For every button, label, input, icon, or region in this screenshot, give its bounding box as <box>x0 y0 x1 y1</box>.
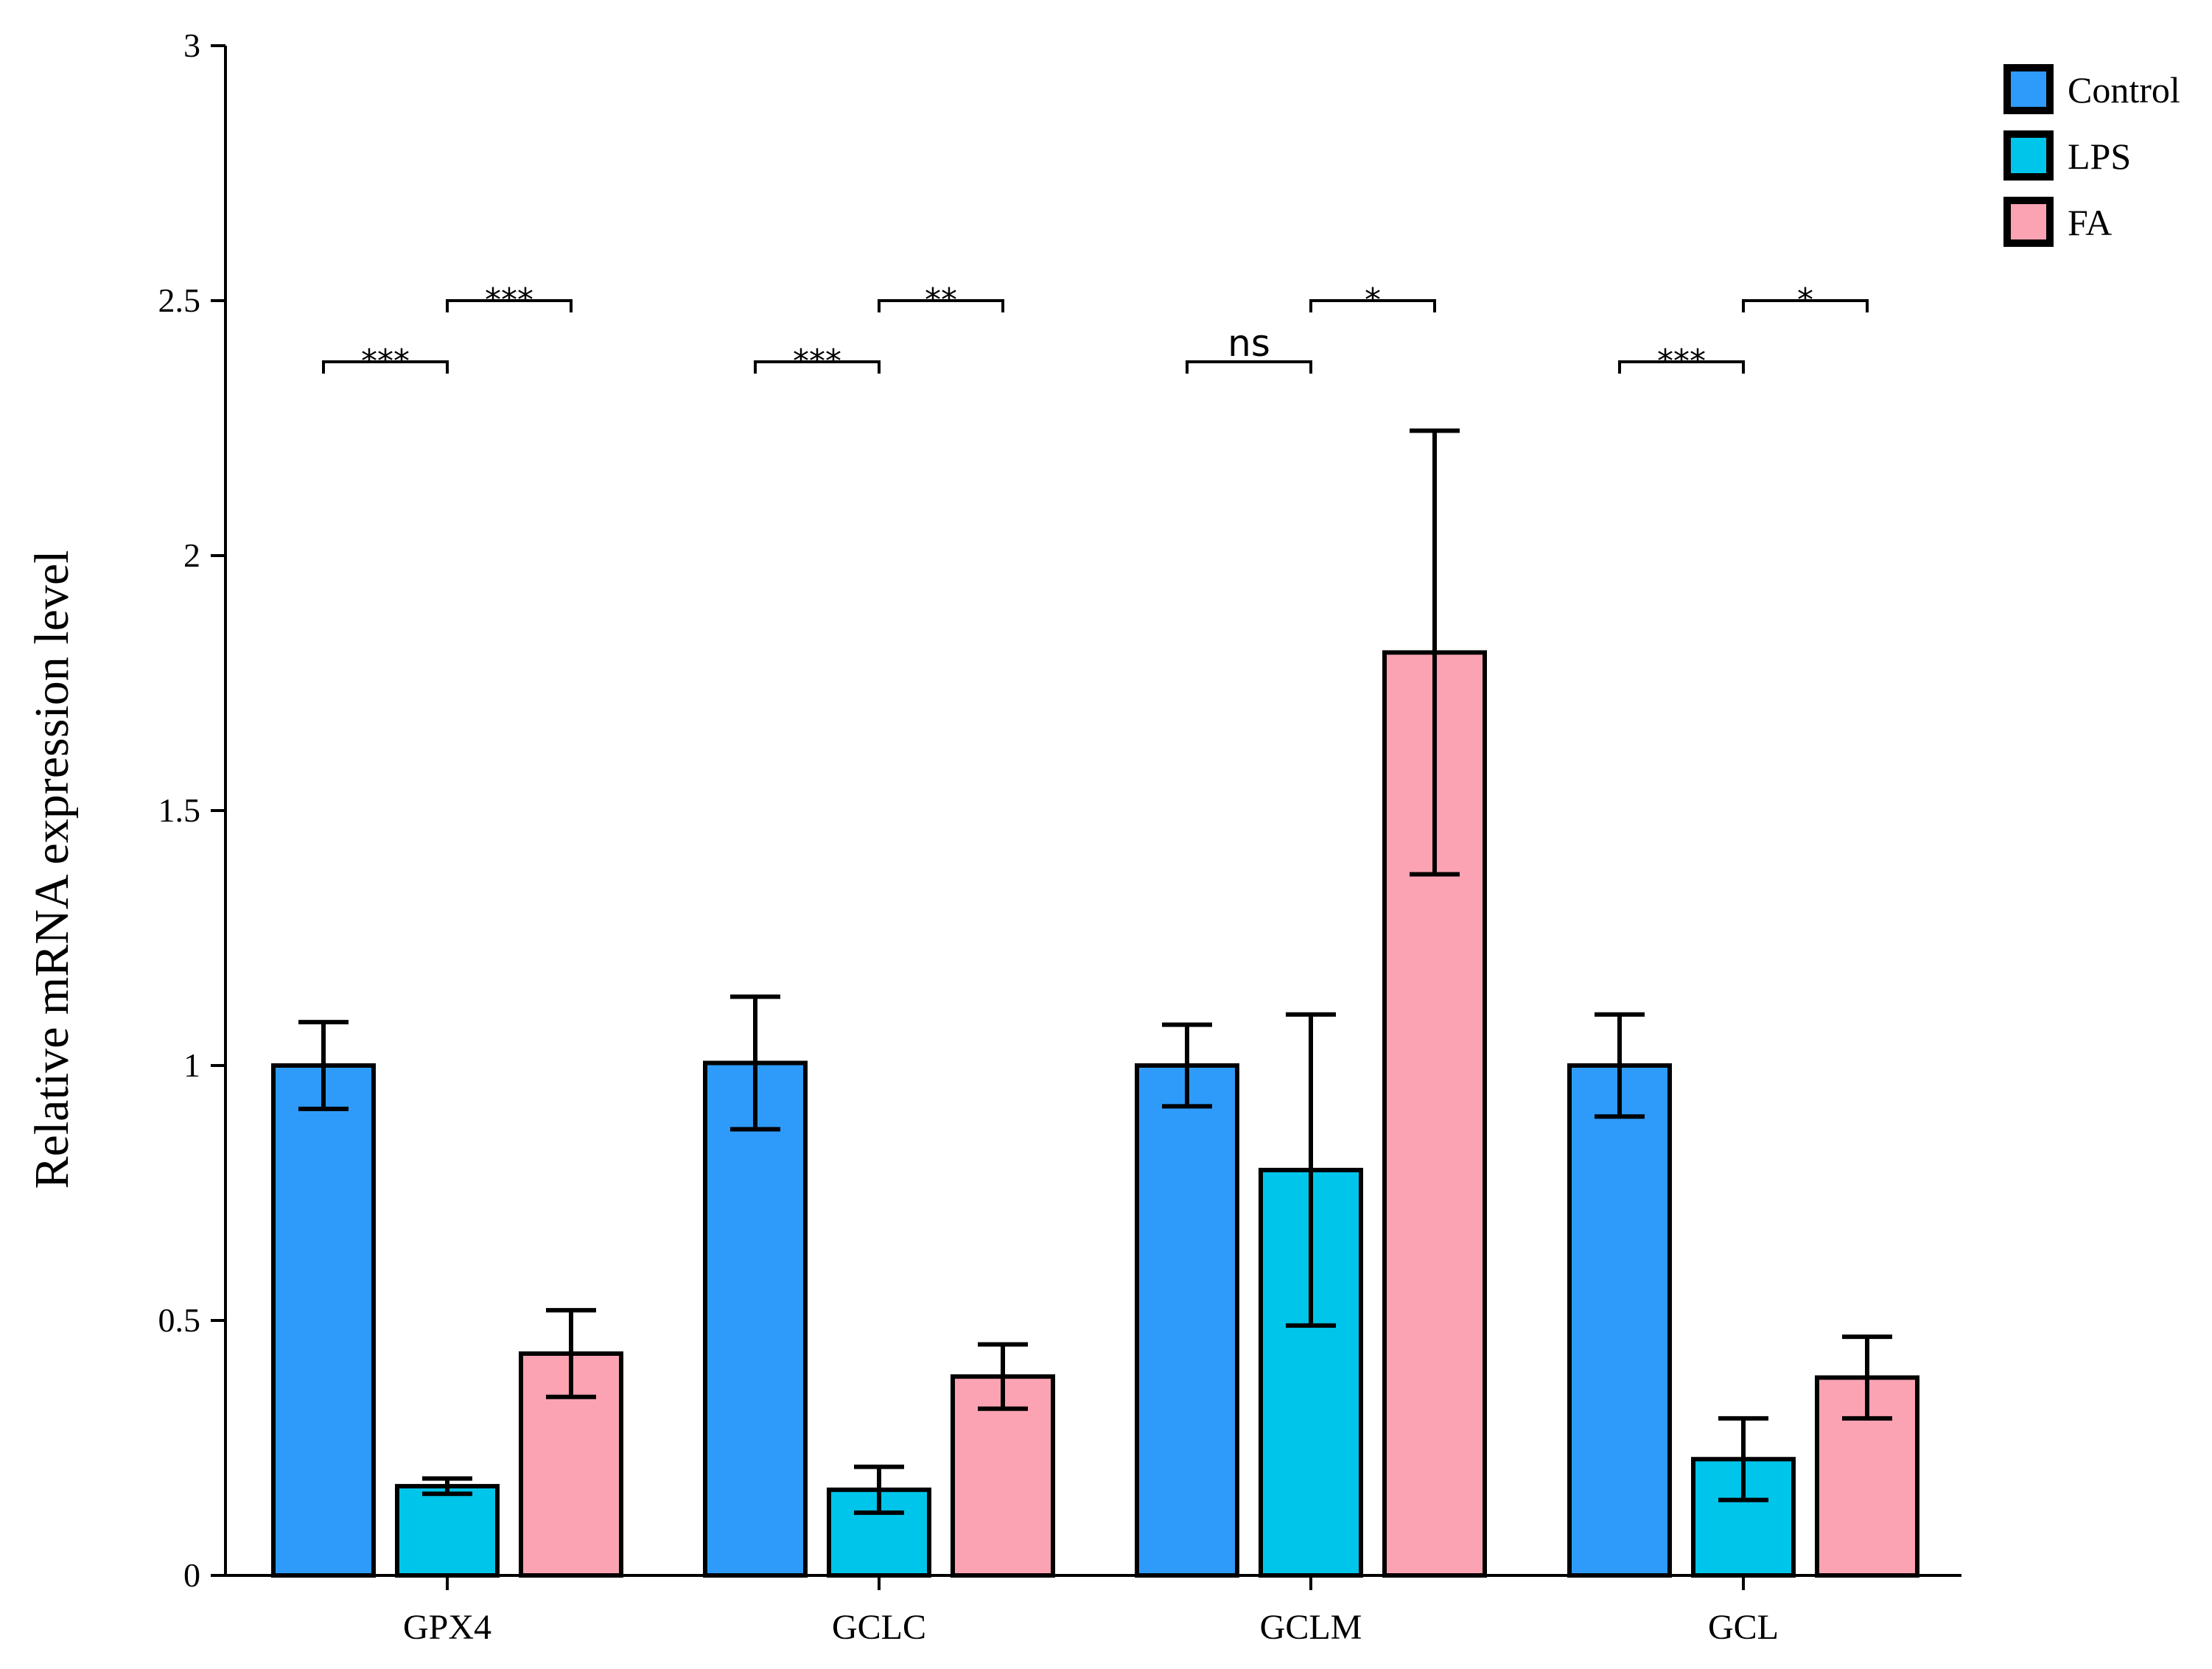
sig-bracket-gclc-lps-fa: ** <box>878 281 1004 319</box>
bar-control-gcl <box>1567 1063 1672 1578</box>
bar-lps-gpx4 <box>395 1483 500 1578</box>
legend-item-fa: FA <box>2003 197 2112 247</box>
bar-fa-gclm <box>1382 650 1487 1578</box>
significance-brackets: ***********ns***** <box>322 281 1869 380</box>
y-tick-label: 2.5 <box>158 281 201 319</box>
bar-lps-gclm <box>1259 1167 1363 1578</box>
sig-bracket-gclc-control-lps: *** <box>754 343 881 380</box>
bar-control-gpx4 <box>271 1063 376 1578</box>
sig-bracket-gpx4-control-lps: *** <box>322 343 449 380</box>
bars <box>271 650 1919 1578</box>
y-axis-title: Relative mRNA expression level <box>25 550 79 1189</box>
sig-bracket-line <box>1309 299 1436 312</box>
sig-bracket-line <box>322 360 449 374</box>
error-bars <box>298 428 1892 1515</box>
sig-label: ** <box>925 281 957 319</box>
sig-bracket-line <box>878 299 1004 312</box>
legend-swatch-fa <box>2003 197 2054 247</box>
y-tick-label: 0 <box>183 1556 200 1594</box>
sig-bracket-gclm-lps-fa: * <box>1309 281 1436 319</box>
legend-swatch-control <box>2003 64 2054 114</box>
sig-label: *** <box>485 281 533 319</box>
bar-control-gclc <box>703 1060 808 1578</box>
legend-item-lps: LPS <box>2003 130 2131 181</box>
y-tick-label: 3 <box>183 27 200 64</box>
sig-bracket-gcl-control-lps: *** <box>1618 343 1745 380</box>
sig-bracket-line <box>754 360 881 374</box>
axes: 0 0.5 1 1.5 2 2.5 3 GPX4 GCLC GCLM GCL <box>158 27 1961 1647</box>
legend-swatch-lps <box>2003 130 2054 181</box>
sig-label: * <box>1365 281 1381 319</box>
legend-label-lps: LPS <box>2068 136 2131 177</box>
sig-label: * <box>1797 281 1813 319</box>
sig-bracket-gpx4-lps-fa: *** <box>446 281 573 319</box>
sig-label: *** <box>1657 343 1706 380</box>
y-tick-label: 1 <box>183 1046 200 1084</box>
bar-control-gclm <box>1135 1063 1239 1578</box>
sig-label: *** <box>793 343 841 380</box>
sig-bracket-line <box>1618 360 1745 374</box>
x-tick-label-gcl: GCL <box>1708 1608 1779 1647</box>
bar-lps-gclc <box>827 1487 931 1578</box>
sig-bracket-gclm-control-lps: ns <box>1186 322 1312 374</box>
x-tick-label-gclc: GCLC <box>832 1608 926 1647</box>
legend-label-control: Control <box>2068 69 2180 111</box>
legend: Control LPS FA <box>2003 64 2180 247</box>
legend-item-control: Control <box>2003 64 2180 114</box>
x-tick-label-gclm: GCLM <box>1260 1608 1362 1647</box>
y-tick-label: 1.5 <box>158 791 201 829</box>
x-tick-label-gpx4: GPX4 <box>403 1608 491 1647</box>
y-tick-label: 0.5 <box>158 1301 201 1339</box>
sig-bracket-gcl-lps-fa: * <box>1742 281 1869 319</box>
sig-bracket-line <box>446 299 573 312</box>
sig-bracket-line <box>1186 360 1312 374</box>
legend-label-fa: FA <box>2068 202 2112 243</box>
sig-bracket-line <box>1742 299 1869 312</box>
y-tick-label: 2 <box>183 536 200 574</box>
sig-label: ns <box>1228 322 1270 365</box>
sig-label: *** <box>361 343 410 380</box>
